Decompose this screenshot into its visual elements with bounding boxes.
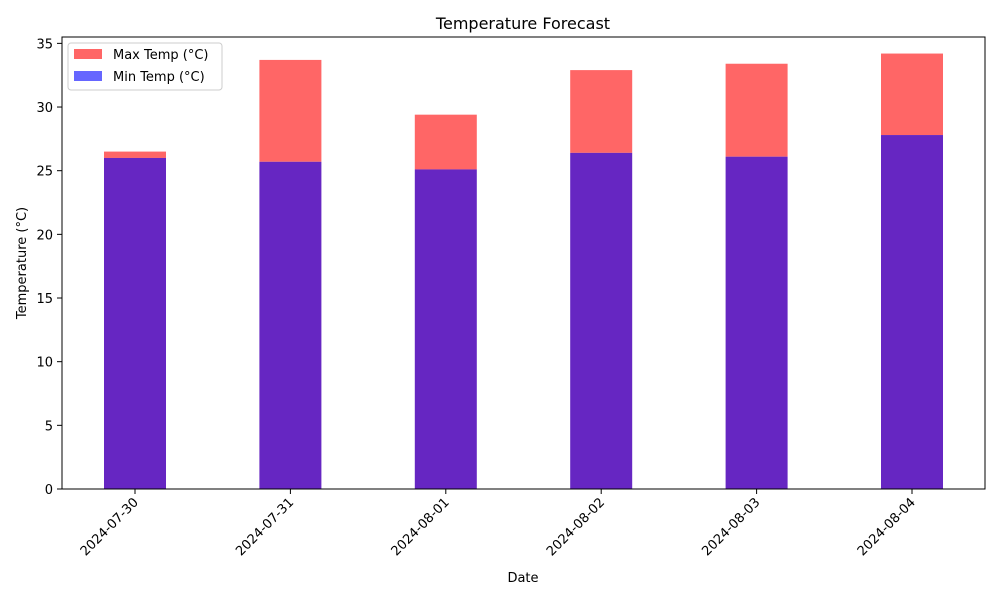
bar-min-2024-08-01 (414, 169, 477, 489)
y-tick-label-20: 20 (36, 228, 53, 243)
x-axis-title: Date (507, 571, 538, 586)
legend-swatch-0 (74, 49, 102, 59)
x-tick-label-2024-08-02: 2024-08-02 (544, 495, 608, 559)
legend-box (67, 42, 223, 91)
chart-title: Temperature Forecast (435, 14, 610, 33)
y-tick-label-0: 0 (45, 483, 53, 498)
x-tick-label-2024-08-01: 2024-08-01 (389, 495, 453, 559)
bar-max-2024-08-02 (570, 70, 633, 153)
y-tick-label-15: 15 (36, 292, 53, 307)
bar-min-2024-08-03 (725, 156, 788, 489)
y-tick-label-5: 5 (45, 419, 53, 434)
x-tick-label-2024-08-04: 2024-08-04 (855, 495, 919, 559)
legend-label-1: Min Temp (°C) (113, 70, 205, 85)
y-tick-label-25: 25 (36, 165, 53, 180)
bar-max-2024-07-31 (259, 59, 322, 162)
bar-min-2024-07-31 (259, 161, 322, 489)
x-tick-label-2024-08-03: 2024-08-03 (699, 495, 763, 559)
y-tick-label-30: 30 (36, 101, 53, 116)
y-axis: 0 5 10 15 20 25 30 35 (36, 37, 62, 498)
bars-group (104, 53, 943, 490)
plot-frame (61, 36, 986, 490)
legend: Max Temp (°C) Min Temp (°C) (67, 42, 223, 91)
x-tick-label-2024-07-30: 2024-07-30 (78, 495, 142, 559)
legend-swatch-1 (74, 71, 102, 81)
x-tick-label-2024-07-31: 2024-07-31 (233, 495, 297, 559)
bar-min-2024-07-30 (104, 157, 166, 489)
y-tick-label-35: 35 (36, 37, 53, 52)
bar-max-2024-08-04 (881, 53, 943, 136)
x-axis: 2024-07-30 2024-07-31 2024-08-01 2024-08-02… (78, 489, 919, 559)
bar-max-2024-07-30 (104, 151, 166, 158)
y-axis-title: Temperature (°C) (15, 207, 30, 320)
y-tick-label-10: 10 (36, 356, 53, 371)
bar-max-2024-08-03 (725, 63, 788, 157)
bar-max-2024-08-01 (414, 114, 477, 170)
legend-label-0: Max Temp (°C) (113, 48, 209, 63)
bar-min-2024-08-04 (881, 135, 943, 490)
bar-min-2024-08-02 (570, 152, 633, 489)
